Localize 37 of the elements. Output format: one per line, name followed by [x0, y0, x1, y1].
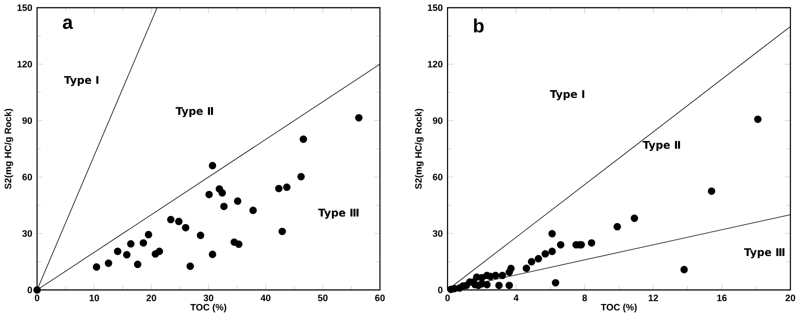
x-tick-label: 40: [260, 294, 270, 302]
annotation: Type Ⅰ: [550, 90, 584, 100]
y-tick-label: 0: [28, 286, 32, 294]
annotation: Type Ⅱ: [642, 141, 680, 152]
y-tick-label: 60: [22, 174, 32, 180]
annotation: Type Ⅲ: [318, 208, 359, 219]
x-tick-label: 0: [34, 294, 40, 302]
y-tick-label: 90: [22, 117, 32, 124]
annotation: Type Ⅰ: [64, 76, 98, 86]
annotation: Type Ⅱ: [176, 107, 213, 118]
y-tick-label: 30: [432, 230, 442, 237]
x-tick-label: 12: [648, 294, 658, 302]
y-tick-label: 60: [432, 174, 442, 180]
annotation: Type Ⅲ: [744, 248, 784, 258]
x-tick-label: 16: [717, 294, 727, 302]
y-tick-label: 150: [428, 4, 442, 12]
y-tick-label: 0: [438, 286, 442, 294]
y-tick-label: 120: [428, 60, 442, 68]
y-axis-title: S2(mg HC/g Rock): [414, 108, 424, 190]
x-tick-label: 50: [318, 294, 328, 302]
y-tick-label: 150: [18, 4, 32, 12]
y-tick-label: 30: [22, 230, 32, 237]
x-tick-label: 8: [582, 294, 587, 302]
x-axis-title: TOC (%): [600, 304, 637, 312]
x-axis-title: TOC (%): [190, 304, 226, 312]
x-tick-label: 60: [375, 294, 385, 302]
x-tick-label: 0: [445, 294, 450, 302]
chart-title: b: [474, 18, 484, 33]
x-tick-label: 20: [146, 294, 156, 302]
x-tick-label: 10: [90, 294, 99, 302]
x-tick-label: 30: [204, 294, 214, 302]
x-tick-label: 20: [786, 294, 796, 302]
y-tick-label: 120: [18, 60, 32, 68]
x-tick-label: 4: [514, 294, 519, 302]
y-tick-label: 90: [432, 117, 442, 124]
chart-title: a: [62, 18, 74, 30]
y-axis-title: S2(mg HC/g Rock): [4, 108, 14, 190]
